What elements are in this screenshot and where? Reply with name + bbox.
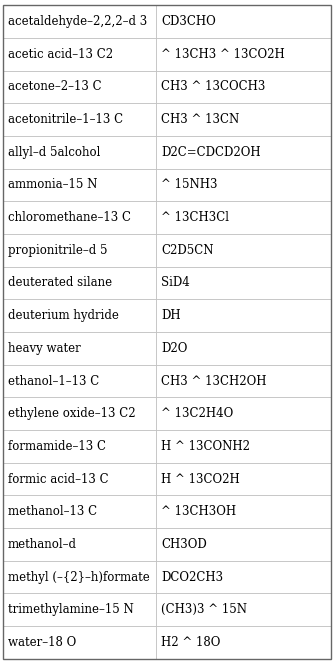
Bar <box>157 5 331 38</box>
Bar <box>157 70 331 104</box>
Bar <box>157 560 331 594</box>
Text: CH3 ^ 13COCH3: CH3 ^ 13COCH3 <box>162 80 266 94</box>
Bar <box>3 332 157 365</box>
Bar <box>157 299 331 332</box>
Text: ^ 13CH3Cl: ^ 13CH3Cl <box>162 211 229 224</box>
Bar <box>157 528 331 560</box>
Text: H ^ 13CONH2: H ^ 13CONH2 <box>162 440 250 453</box>
Bar <box>3 528 157 560</box>
Bar <box>157 626 331 659</box>
Bar <box>157 365 331 397</box>
Bar <box>3 38 157 70</box>
Text: ammonia–15 N: ammonia–15 N <box>8 179 97 191</box>
Text: acetic acid–13 C2: acetic acid–13 C2 <box>8 48 113 61</box>
Bar <box>3 594 157 626</box>
Bar <box>157 38 331 70</box>
Text: CH3OD: CH3OD <box>162 538 207 551</box>
Text: ethylene oxide–13 C2: ethylene oxide–13 C2 <box>8 407 135 420</box>
Text: acetonitrile–1–13 C: acetonitrile–1–13 C <box>8 113 123 126</box>
Text: allyl–d 5alcohol: allyl–d 5alcohol <box>8 146 100 159</box>
Text: deuterated silane: deuterated silane <box>8 276 112 290</box>
Bar <box>157 463 331 495</box>
Bar <box>3 169 157 201</box>
Text: H2 ^ 18O: H2 ^ 18O <box>162 636 221 649</box>
Text: D2O: D2O <box>162 342 188 355</box>
Text: SiD4: SiD4 <box>162 276 190 290</box>
Text: H ^ 13CO2H: H ^ 13CO2H <box>162 473 240 485</box>
Bar <box>157 234 331 267</box>
Text: trimethylamine–15 N: trimethylamine–15 N <box>8 603 133 616</box>
Text: heavy water: heavy water <box>8 342 80 355</box>
Bar <box>157 397 331 430</box>
Text: ^ 15NH3: ^ 15NH3 <box>162 179 218 191</box>
Bar <box>3 234 157 267</box>
Bar <box>157 332 331 365</box>
Text: formamide–13 C: formamide–13 C <box>8 440 106 453</box>
Text: deuterium hydride: deuterium hydride <box>8 309 119 322</box>
Text: ^ 13CH3OH: ^ 13CH3OH <box>162 505 236 518</box>
Text: methanol–13 C: methanol–13 C <box>8 505 97 518</box>
Text: CH3 ^ 13CH2OH: CH3 ^ 13CH2OH <box>162 374 267 388</box>
Bar <box>157 430 331 463</box>
Text: propionitrile–d 5: propionitrile–d 5 <box>8 244 107 257</box>
Text: methanol–d: methanol–d <box>8 538 77 551</box>
Bar <box>3 299 157 332</box>
Bar <box>3 463 157 495</box>
Bar <box>3 70 157 104</box>
Text: water–18 O: water–18 O <box>8 636 76 649</box>
Bar <box>157 495 331 528</box>
Bar <box>3 104 157 136</box>
Bar <box>157 201 331 234</box>
Bar <box>157 267 331 299</box>
Text: ^ 13CH3 ^ 13CO2H: ^ 13CH3 ^ 13CO2H <box>162 48 285 61</box>
Text: D2C=CDCD2OH: D2C=CDCD2OH <box>162 146 261 159</box>
Bar <box>157 104 331 136</box>
Text: chloromethane–13 C: chloromethane–13 C <box>8 211 131 224</box>
Bar <box>3 430 157 463</box>
Bar <box>157 594 331 626</box>
Bar <box>3 626 157 659</box>
Text: CD3CHO: CD3CHO <box>162 15 216 28</box>
Text: acetaldehyde–2,2,2–d 3: acetaldehyde–2,2,2–d 3 <box>8 15 147 28</box>
Text: DCO2CH3: DCO2CH3 <box>162 570 224 584</box>
Bar <box>3 267 157 299</box>
Text: ethanol–1–13 C: ethanol–1–13 C <box>8 374 99 388</box>
Text: methyl (–{2}–h)formate: methyl (–{2}–h)formate <box>8 570 149 584</box>
Bar <box>3 201 157 234</box>
Bar <box>3 560 157 594</box>
Bar <box>3 136 157 169</box>
Text: DH: DH <box>162 309 181 322</box>
Bar <box>3 397 157 430</box>
Text: CH3 ^ 13CN: CH3 ^ 13CN <box>162 113 240 126</box>
Text: acetone–2–13 C: acetone–2–13 C <box>8 80 101 94</box>
Bar <box>3 5 157 38</box>
Bar <box>157 169 331 201</box>
Text: formic acid–13 C: formic acid–13 C <box>8 473 108 485</box>
Bar <box>3 365 157 397</box>
Bar <box>157 136 331 169</box>
Text: ^ 13C2H4O: ^ 13C2H4O <box>162 407 234 420</box>
Text: C2D5CN: C2D5CN <box>162 244 214 257</box>
Bar <box>3 495 157 528</box>
Text: (CH3)3 ^ 15N: (CH3)3 ^ 15N <box>162 603 247 616</box>
